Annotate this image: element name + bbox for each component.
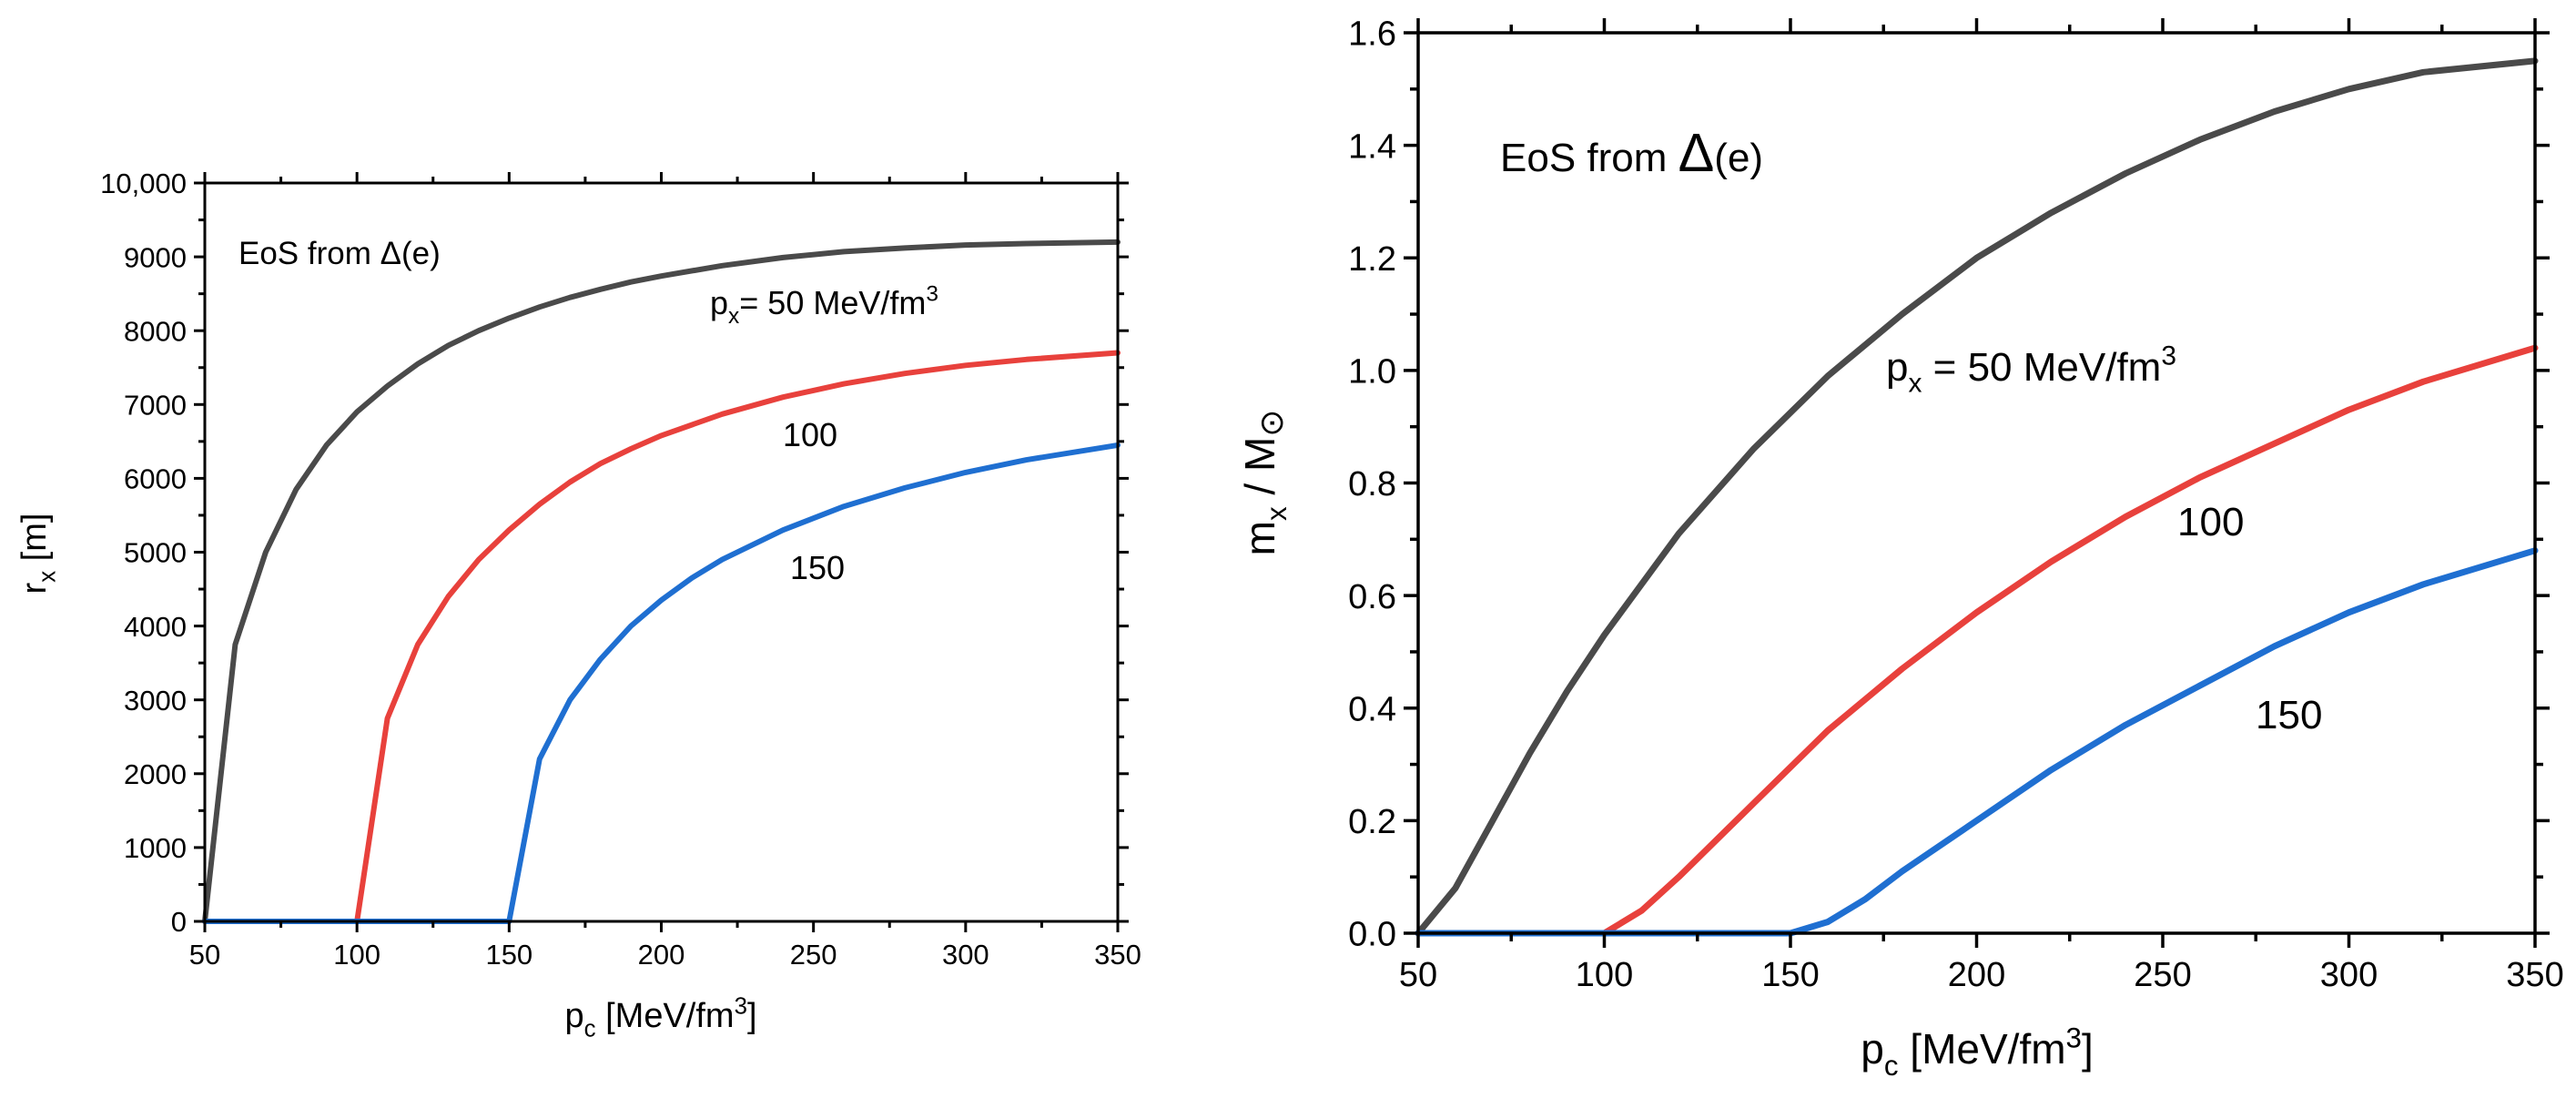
x-tick-label: 350 xyxy=(2506,956,2563,994)
y-tick-label: 1.4 xyxy=(1348,127,1396,166)
x-tick-label: 300 xyxy=(942,939,989,971)
y-tick-label: 0.8 xyxy=(1348,465,1396,503)
series-line-50 xyxy=(202,239,1121,924)
y-tick-label: 1.6 xyxy=(1348,15,1396,54)
y-tick-label: 0.0 xyxy=(1348,916,1396,954)
series-line-100 xyxy=(1415,344,2539,937)
x-tick-label: 100 xyxy=(1576,956,1633,994)
y-tick-label: 8000 xyxy=(124,315,187,347)
series-line-150 xyxy=(202,442,1121,924)
chart-1: 50 100 150 200 250 300 350 0 1000 2000 3000 4000 500… xyxy=(15,168,1141,1042)
x-tick-label: 50 xyxy=(1399,956,1437,994)
y-tick-label: 0 xyxy=(171,906,187,938)
series-line-50 xyxy=(1415,57,2539,937)
eos-annotation: EoS from Δ(e) xyxy=(238,236,441,271)
x-tick-label: 100 xyxy=(333,939,380,971)
x-tick-label: 200 xyxy=(638,939,685,971)
x-tick-label: 250 xyxy=(2134,956,2191,994)
y-axis-title: mx / M⊙ xyxy=(1236,410,1293,556)
x-tick-label: 200 xyxy=(1948,956,2005,994)
y-tick-label: 2000 xyxy=(124,758,187,790)
series-line-150 xyxy=(1415,547,2539,937)
series-label-50: px= 50 MeV/fm3 xyxy=(710,282,938,329)
y-tick-label: 3000 xyxy=(124,685,187,717)
series-group xyxy=(202,239,1121,924)
y-axis-title: rx [m] xyxy=(15,513,61,595)
x-axis-title: pc [MeV/fm3] xyxy=(564,994,756,1042)
y-tick-label: 1.0 xyxy=(1348,353,1396,391)
chart-2: 50 100 150 200 250 300 350 0.0 0.2 0.4 0.6 0.8 1.0 1.… xyxy=(1236,15,2564,1082)
x-tick-label: 300 xyxy=(2320,956,2378,994)
y-tick-label: 9000 xyxy=(124,241,187,273)
series-label-150: 150 xyxy=(2256,693,2322,737)
y-tick-label: 1.2 xyxy=(1348,240,1396,279)
series-label-150: 150 xyxy=(790,549,845,586)
series-label-100: 100 xyxy=(783,416,837,453)
series-group xyxy=(1415,57,2539,937)
series-label-100: 100 xyxy=(2177,500,2244,544)
y-tick-label: 0.2 xyxy=(1348,803,1396,841)
x-tick-label: 150 xyxy=(1761,956,1819,994)
y-tick-label: 4000 xyxy=(124,611,187,643)
x-tick-label: 50 xyxy=(189,939,220,971)
x-tick-label: 350 xyxy=(1094,939,1141,971)
eos-annotation: EoS from Δ(e) xyxy=(1500,122,1763,183)
series-line-100 xyxy=(202,350,1121,924)
y-tick-label: 0.6 xyxy=(1348,578,1396,616)
x-tick-label: 250 xyxy=(790,939,837,971)
y-tick-label: 7000 xyxy=(124,389,187,421)
y-tick-label: 6000 xyxy=(124,463,187,495)
y-tick-label: 0.4 xyxy=(1348,690,1396,728)
series-label-50: px = 50 MeV/fm3 xyxy=(1886,341,2176,398)
plot-frame xyxy=(203,181,1120,923)
y-tick-label: 1000 xyxy=(124,832,187,864)
x-axis-title: pc [MeV/fm3] xyxy=(1861,1022,2093,1082)
x-tick-label: 150 xyxy=(485,939,532,971)
y-tick-label: 10,000 xyxy=(100,168,187,199)
y-tick-label: 5000 xyxy=(124,537,187,569)
